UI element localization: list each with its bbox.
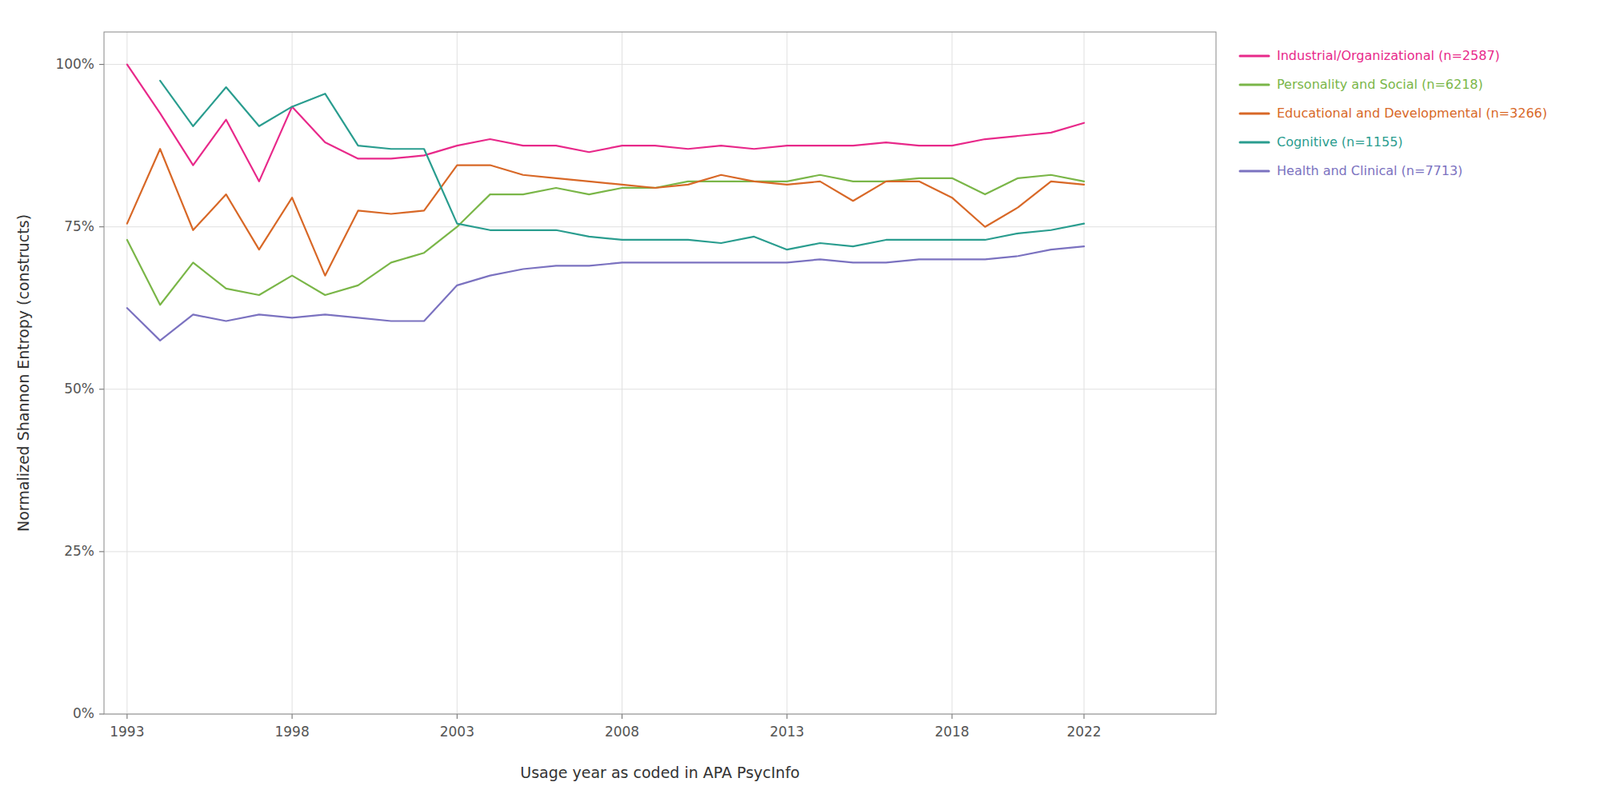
y-tick [99,226,104,228]
x-grid-line [126,32,128,715]
legend-label: Cognitive (n=1155) [1276,134,1404,150]
series-line [127,148,1084,276]
x-grid-line [621,32,623,715]
series-line [127,64,1084,182]
plot-frame [104,32,1216,715]
legend-swatch [1240,170,1269,173]
legend: Industrial/Organizational (n=2587) Person… [1240,48,1548,179]
chart: 0% 25% 50% 75% 100% 1993 1998 2003 2008 2013 2018 2… [0,0,1600,802]
y-tick-label: 25% [64,543,95,560]
x-tick-label: 2022 [1066,724,1101,740]
grid [104,32,1216,715]
legend-label: Industrial/Organizational (n=2587) [1276,48,1500,64]
series-line [160,80,1084,250]
x-tick-label: 1998 [274,724,309,740]
x-tick [786,714,788,720]
y-tick-label: 75% [64,218,95,235]
y-tick [99,551,104,552]
x-tick [952,714,953,720]
lines [127,64,1084,341]
y-tick [99,388,104,390]
x-tick-label: 2003 [440,724,475,740]
y-tick [99,64,104,65]
x-tick [126,714,128,720]
y-tick-label: 0% [72,705,95,722]
y-grid-line [104,551,1216,552]
y-grid-line [104,64,1216,65]
legend-swatch [1240,55,1269,58]
axes: 0% 25% 50% 75% 100% 1993 1998 2003 2008 2013 2018 2… [14,32,1216,782]
x-tick-label: 2008 [604,724,640,740]
x-grid-line [292,32,293,715]
x-tick [621,714,623,720]
x-tick [292,714,293,720]
legend-swatch [1240,141,1269,144]
y-tick-label: 50% [64,380,95,397]
legend-swatch [1240,112,1269,116]
legend-label: Educational and Developmental (n=3266) [1276,105,1548,121]
x-axis-label: Usage year as coded in APA PsycInfo [520,764,800,782]
legend-swatch [1240,84,1269,87]
x-grid-line [1084,32,1085,715]
series-line [127,246,1084,341]
x-tick [456,714,458,720]
legend-label: Personality and Social (n=6218) [1276,76,1484,92]
legend-label: Health and Clinical (n=7713) [1276,163,1463,179]
x-grid-line [456,32,458,715]
y-tick-label: 100% [55,56,95,72]
x-grid-line [952,32,953,715]
x-tick [1084,714,1085,720]
y-grid-line [104,226,1216,228]
x-tick-label: 2018 [934,724,969,740]
y-tick [99,714,104,716]
x-tick-label: 1993 [109,724,144,740]
y-grid-line [104,388,1216,390]
y-axis-label: Normalized Shannon Entropy (constructs) [14,214,32,532]
x-tick-label: 2013 [769,724,804,740]
x-grid-line [786,32,788,715]
